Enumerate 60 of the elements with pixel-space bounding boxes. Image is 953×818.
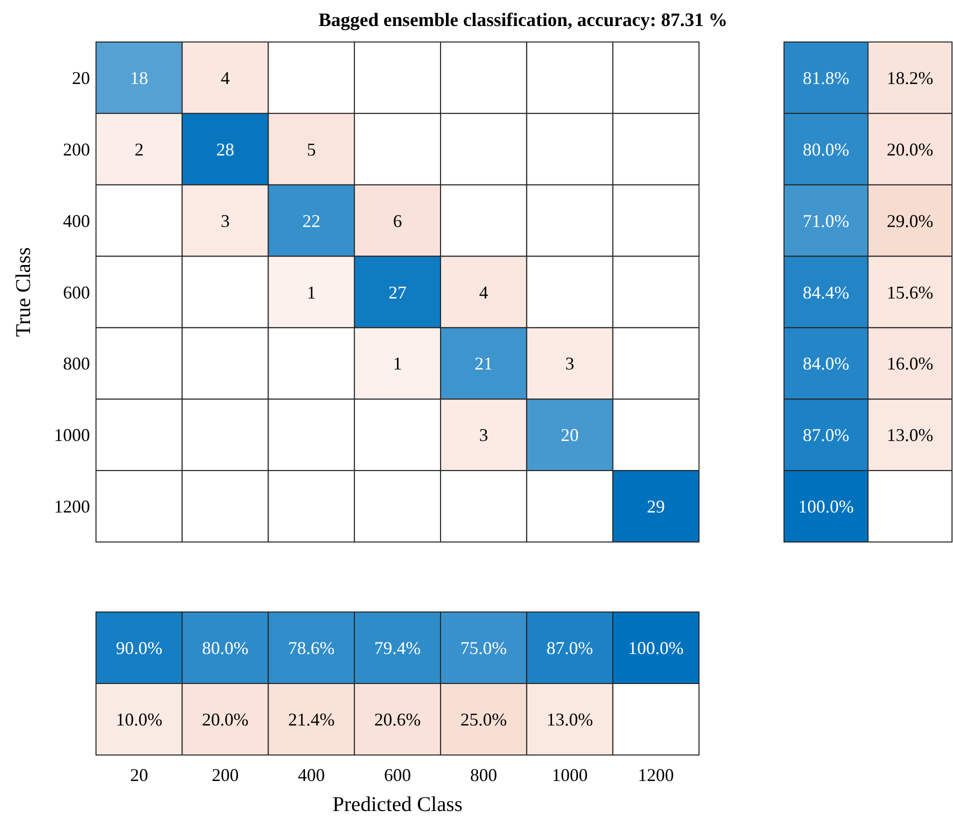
data-label: 27 — [388, 282, 406, 302]
x-tick-label: 1200 — [638, 765, 674, 785]
x-tick-label: 600 — [384, 765, 411, 785]
data-label: 84.4% — [802, 282, 850, 302]
data-label: 78.6% — [288, 638, 335, 658]
y-tick-label: 800 — [63, 354, 90, 374]
data-label: 1 — [393, 354, 402, 374]
data-label: 6 — [393, 210, 402, 231]
data-label: 10.0% — [116, 710, 162, 730]
x-tick-label: 200 — [212, 765, 239, 785]
x-tick-label: 20 — [130, 765, 148, 785]
data-label: 79.4% — [374, 638, 421, 658]
data-label: 87.0% — [546, 638, 594, 658]
data-label: 1 — [306, 282, 316, 302]
x-axis-title: Predicted Class — [332, 792, 463, 816]
data-label: 18 — [130, 68, 148, 88]
data-label: 4 — [220, 68, 230, 88]
y-tick-label: 1000 — [54, 425, 90, 446]
data-label: 81.8% — [802, 68, 850, 88]
y-tick-label: 200 — [63, 139, 90, 160]
data-label: 90.0% — [116, 638, 162, 658]
x-tick-label: 400 — [298, 765, 325, 785]
data-label: 13.0% — [886, 425, 934, 446]
data-label: 15.6% — [886, 282, 934, 302]
data-label: 29.0% — [886, 210, 934, 231]
data-label: 20.0% — [886, 139, 934, 160]
data-label: 3 — [220, 210, 230, 231]
data-label: 16.0% — [886, 354, 934, 374]
data-label: 75.0% — [460, 638, 507, 658]
y-axis-title: True Class — [11, 247, 35, 337]
y-tick-label: 20 — [72, 68, 90, 88]
data-label: 2 — [134, 139, 144, 160]
x-tick-label: 800 — [470, 765, 498, 785]
data-label: 22 — [302, 210, 320, 231]
chart-title: Bagged ensemble classification, accuracy: 87.31 % — [318, 10, 728, 31]
y-tick-label: 400 — [63, 210, 90, 231]
y-tick-label: 600 — [63, 282, 90, 302]
data-label: 3 — [479, 425, 488, 446]
data-label: 3 — [565, 354, 574, 374]
data-label: 100.0% — [628, 638, 684, 658]
data-label: 20.6% — [374, 710, 421, 730]
data-label: 5 — [306, 139, 316, 160]
data-label: 21 — [474, 354, 493, 374]
data-label: 18.2% — [886, 68, 934, 88]
data-label: 100.0% — [798, 496, 854, 517]
data-label: 20.0% — [202, 710, 248, 730]
data-label: 29 — [646, 496, 665, 517]
data-label: 28 — [216, 139, 234, 160]
data-label: 21.4% — [288, 710, 335, 730]
x-tick-label: 1000 — [552, 765, 588, 785]
data-label: 25.0% — [460, 710, 507, 730]
y-tick-label: 1200 — [54, 496, 90, 517]
data-label: 4 — [479, 282, 488, 302]
data-label: 20 — [560, 425, 579, 446]
data-label: 84.0% — [802, 354, 850, 374]
data-label: 71.0% — [802, 210, 850, 231]
data-label: 80.0% — [802, 139, 850, 160]
data-label: 87.0% — [802, 425, 850, 446]
data-label: 13.0% — [546, 710, 594, 730]
data-label: 80.0% — [202, 638, 248, 658]
